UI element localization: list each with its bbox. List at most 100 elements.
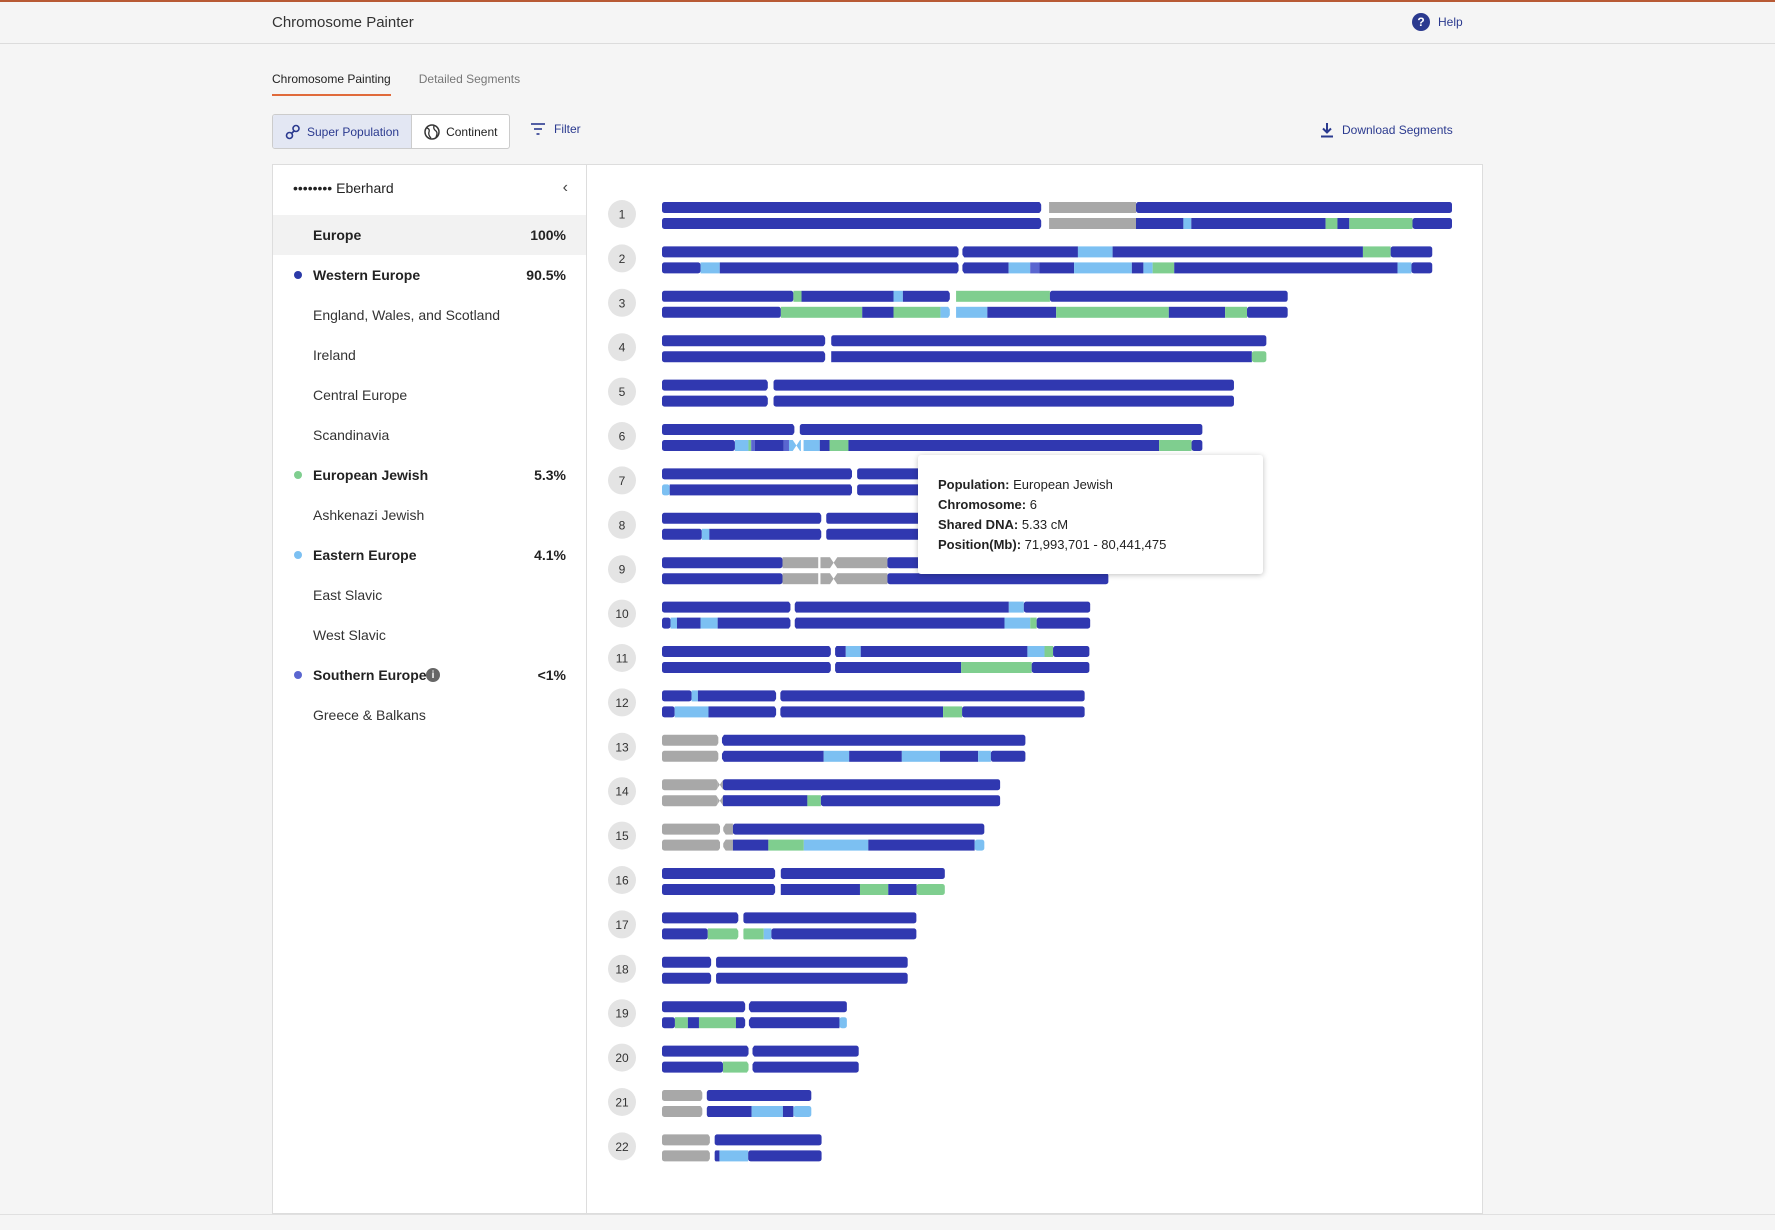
dna-segment[interactable] xyxy=(662,1061,723,1073)
dna-segment[interactable] xyxy=(782,573,819,585)
dna-segment[interactable] xyxy=(734,440,749,451)
dna-segment[interactable] xyxy=(893,306,941,318)
dna-segment[interactable] xyxy=(662,956,712,968)
dna-segment[interactable] xyxy=(700,262,720,274)
dna-segment[interactable] xyxy=(662,1090,703,1101)
dna-segment[interactable] xyxy=(1004,617,1031,629)
dna-segment[interactable] xyxy=(748,1017,840,1029)
population-row[interactable]: East Slavic xyxy=(273,575,586,615)
dna-segment[interactable] xyxy=(771,928,917,940)
dna-segment[interactable] xyxy=(662,662,831,673)
dna-segment[interactable] xyxy=(717,779,723,791)
dna-segment[interactable] xyxy=(662,202,1042,213)
dna-segment[interactable] xyxy=(748,1150,822,1162)
dna-segment[interactable] xyxy=(1044,646,1054,657)
dna-segment[interactable] xyxy=(748,440,752,451)
dna-segment[interactable] xyxy=(662,512,822,524)
dna-segment[interactable] xyxy=(751,440,755,451)
dna-segment[interactable] xyxy=(793,1106,812,1117)
dna-segment[interactable] xyxy=(748,1001,847,1013)
dna-segment[interactable] xyxy=(956,306,988,318)
dna-segment[interactable] xyxy=(662,706,675,718)
dna-segment[interactable] xyxy=(901,750,941,762)
population-row[interactable]: European Jewish 5.3% xyxy=(273,455,586,495)
dna-segment[interactable] xyxy=(717,795,723,807)
dna-segment[interactable] xyxy=(662,928,708,940)
dna-segment[interactable] xyxy=(1247,306,1288,318)
dna-segment[interactable] xyxy=(860,646,1028,657)
dna-segment[interactable] xyxy=(1053,646,1090,657)
download-segments-button[interactable]: Download Segments xyxy=(1320,122,1453,138)
tab-detailed-segments[interactable]: Detailed Segments xyxy=(418,72,521,86)
dna-segment[interactable] xyxy=(662,823,721,835)
dna-segment[interactable] xyxy=(716,972,908,984)
dna-segment[interactable] xyxy=(773,379,1234,391)
dna-segment[interactable] xyxy=(662,528,702,540)
dna-segment[interactable] xyxy=(831,335,1267,347)
dna-segment[interactable] xyxy=(1049,202,1136,213)
dna-segment[interactable] xyxy=(662,779,718,791)
dna-segment[interactable] xyxy=(831,351,1252,363)
dna-segment[interactable] xyxy=(839,1017,847,1029)
dna-segment[interactable] xyxy=(807,795,821,807)
dna-segment[interactable] xyxy=(902,290,950,302)
dna-segment[interactable] xyxy=(714,1134,822,1146)
dna-segment[interactable] xyxy=(1039,262,1075,274)
dna-segment[interactable] xyxy=(1077,246,1113,258)
dna-segment[interactable] xyxy=(888,884,917,895)
dna-segment[interactable] xyxy=(662,424,795,435)
dna-segment[interactable] xyxy=(722,1061,749,1073)
dna-segment[interactable] xyxy=(662,484,670,496)
dna-segment[interactable] xyxy=(1031,662,1090,673)
dna-segment[interactable] xyxy=(783,440,789,451)
dna-segment[interactable] xyxy=(859,884,889,895)
dna-segment[interactable] xyxy=(1027,646,1045,657)
dna-segment[interactable] xyxy=(732,839,769,851)
dna-segment[interactable] xyxy=(835,662,962,673)
dna-segment[interactable] xyxy=(916,884,945,895)
dna-segment[interactable] xyxy=(714,1150,720,1162)
dna-segment[interactable] xyxy=(1008,601,1024,613)
super-population-button[interactable]: Super Population xyxy=(273,115,413,148)
dna-segment[interactable] xyxy=(662,750,719,762)
dna-segment[interactable] xyxy=(794,617,1005,629)
dna-segment[interactable] xyxy=(1412,218,1453,229)
dna-segment[interactable] xyxy=(752,1045,859,1057)
dna-segment[interactable] xyxy=(1049,290,1288,302)
dna-segment[interactable] xyxy=(780,884,860,895)
dna-segment[interactable] xyxy=(721,734,1026,746)
dna-segment[interactable] xyxy=(848,440,1160,451)
dna-segment[interactable] xyxy=(719,1150,749,1162)
population-row[interactable]: Scandinavia xyxy=(273,415,586,455)
population-row[interactable]: Ashkenazi Jewish xyxy=(273,495,586,535)
dna-segment[interactable] xyxy=(1112,246,1363,258)
dna-segment[interactable] xyxy=(662,335,826,347)
dna-segment[interactable] xyxy=(940,750,979,762)
dna-segment[interactable] xyxy=(1143,262,1153,274)
dna-segment[interactable] xyxy=(782,1106,794,1117)
population-row[interactable]: Ireland xyxy=(273,335,586,375)
dna-segment[interactable] xyxy=(829,440,849,451)
dna-segment[interactable] xyxy=(697,690,777,702)
dna-segment[interactable] xyxy=(990,750,1026,762)
dna-segment[interactable] xyxy=(662,557,783,569)
dna-segment[interactable] xyxy=(662,839,721,851)
dna-segment[interactable] xyxy=(1191,218,1326,229)
dna-segment[interactable] xyxy=(722,779,1001,791)
dna-segment[interactable] xyxy=(1191,440,1203,451)
dna-segment[interactable] xyxy=(780,306,863,318)
dna-segment[interactable] xyxy=(1325,218,1338,229)
dna-segment[interactable] xyxy=(662,262,701,274)
dna-segment[interactable] xyxy=(780,706,944,718)
dna-segment[interactable] xyxy=(669,484,852,496)
dna-segment[interactable] xyxy=(708,706,777,718)
dna-segment[interactable] xyxy=(662,290,794,302)
dna-segment[interactable] xyxy=(662,601,791,613)
dna-segment[interactable] xyxy=(1152,262,1175,274)
dna-segment[interactable] xyxy=(662,912,739,924)
dna-segment[interactable] xyxy=(768,839,804,851)
dna-segment[interactable] xyxy=(763,928,772,940)
dna-segment[interactable] xyxy=(670,617,677,629)
dna-segment[interactable] xyxy=(962,706,1085,718)
dna-segment[interactable] xyxy=(706,1106,752,1117)
